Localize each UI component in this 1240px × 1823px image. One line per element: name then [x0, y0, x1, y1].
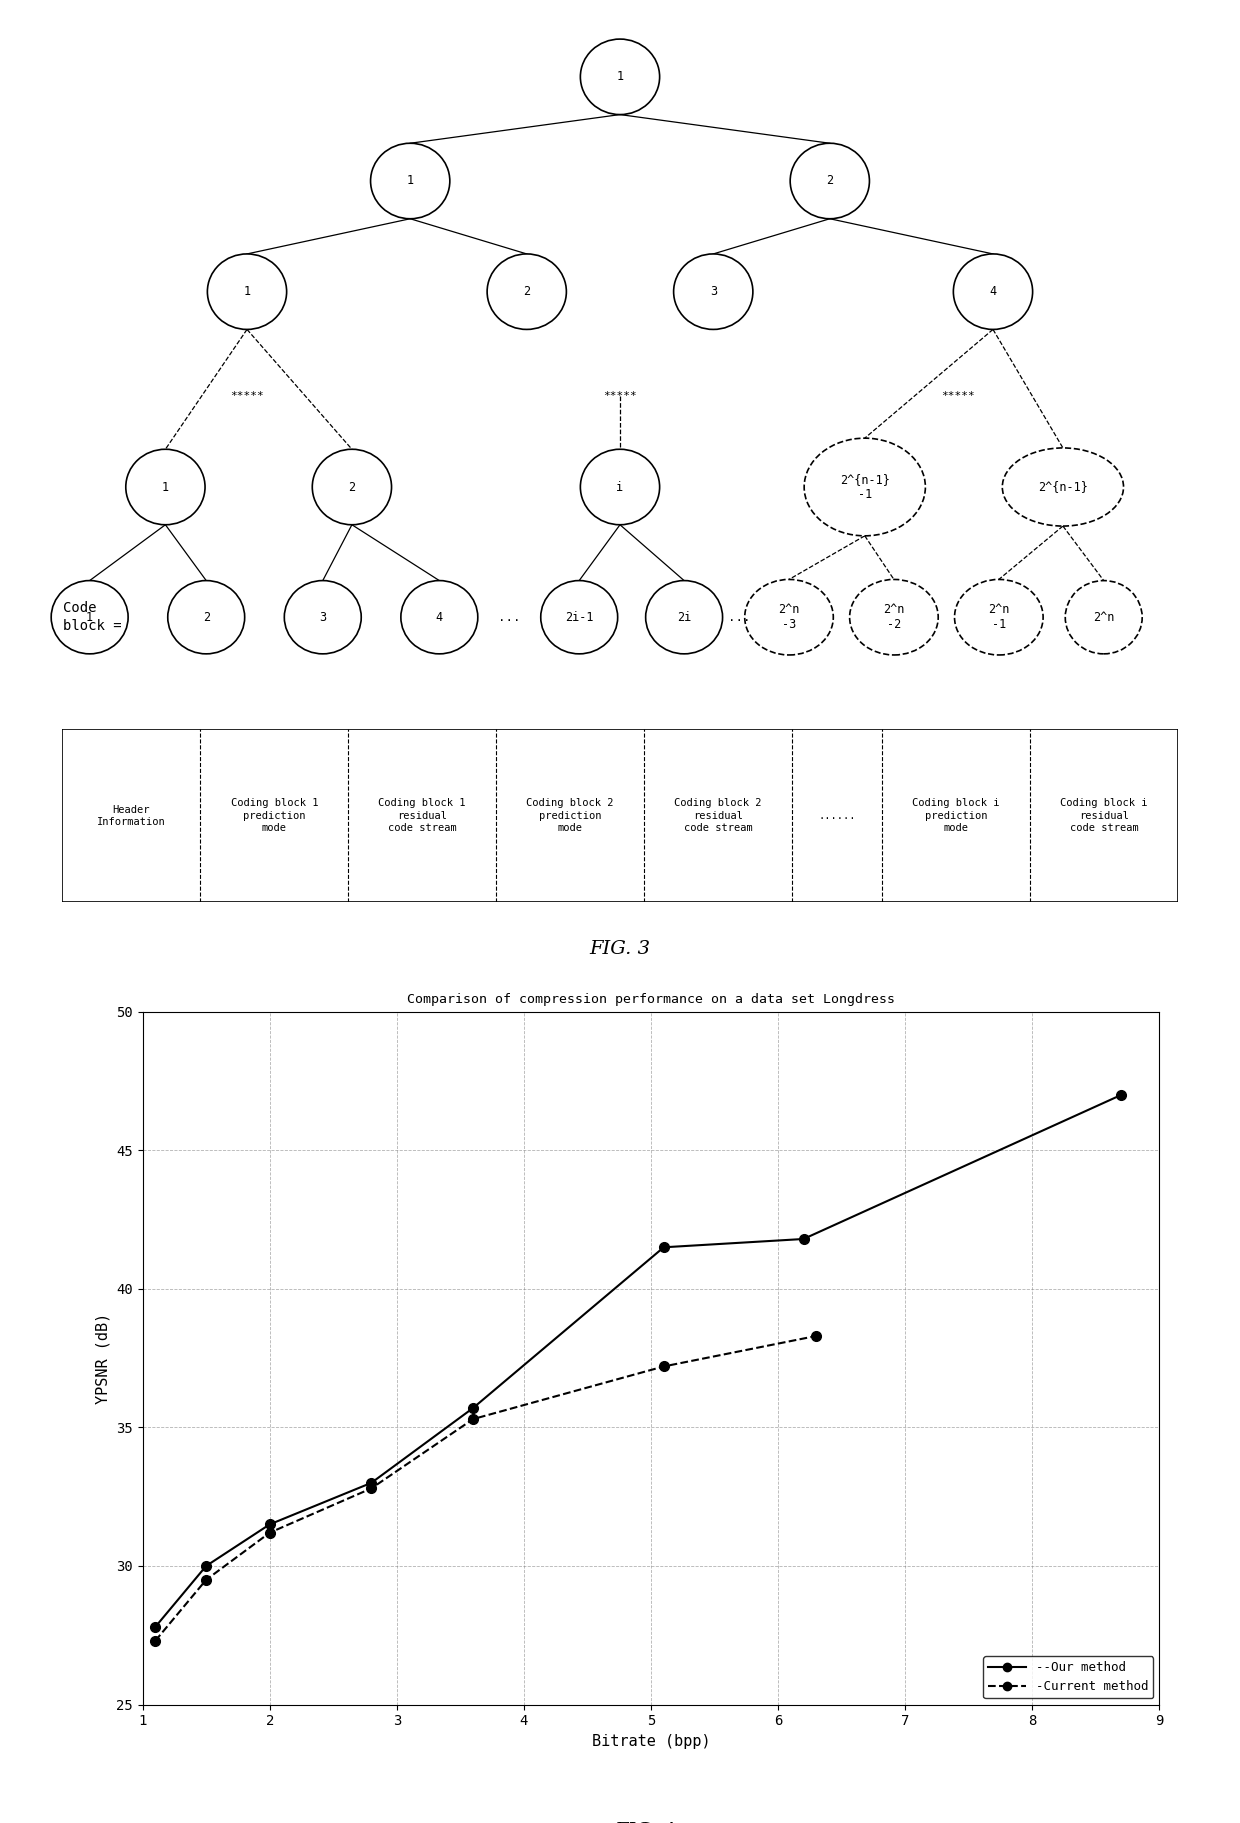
Ellipse shape [646, 580, 723, 654]
Text: 2^n
-2: 2^n -2 [883, 603, 905, 631]
Ellipse shape [207, 253, 286, 330]
Text: Coding block 1
residual
code stream: Coding block 1 residual code stream [378, 798, 466, 833]
Text: Coding block i
prediction
mode: Coding block i prediction mode [913, 798, 999, 833]
Ellipse shape [673, 253, 753, 330]
-Current method [148, 1630, 162, 1652]
--Our method [796, 1229, 811, 1251]
Ellipse shape [487, 253, 567, 330]
Text: 1: 1 [162, 481, 169, 494]
-Current method [465, 1407, 480, 1429]
--Our method [198, 1555, 213, 1577]
Text: 1: 1 [407, 175, 414, 188]
Ellipse shape [312, 448, 392, 525]
-Current method [656, 1356, 671, 1378]
Text: *****: ***** [941, 390, 975, 401]
Ellipse shape [1065, 580, 1142, 654]
Text: 1: 1 [86, 611, 93, 623]
-Current method [263, 1522, 278, 1544]
Text: 2^n
-3: 2^n -3 [779, 603, 800, 631]
Text: 4: 4 [435, 611, 443, 623]
Ellipse shape [580, 38, 660, 115]
Ellipse shape [745, 580, 833, 654]
Text: 2^n
-1: 2^n -1 [988, 603, 1009, 631]
-Current method [198, 1570, 213, 1591]
--Our method [1114, 1085, 1128, 1107]
Text: Header
Information: Header Information [97, 804, 165, 828]
Ellipse shape [284, 580, 361, 654]
Text: Code
block =: Code block = [63, 602, 122, 633]
Text: 2: 2 [202, 611, 210, 623]
-Current method [808, 1325, 823, 1347]
Text: *****: ***** [603, 390, 637, 401]
Text: 2^{n-1}
-1: 2^{n-1} -1 [839, 472, 890, 501]
--Our method [363, 1471, 378, 1493]
--Our method [465, 1396, 480, 1418]
Text: FIG. 2: FIG. 2 [589, 736, 651, 755]
-Current method [363, 1477, 378, 1499]
Ellipse shape [790, 144, 869, 219]
Ellipse shape [125, 448, 205, 525]
Text: 2: 2 [348, 481, 356, 494]
Text: 2^n: 2^n [1092, 611, 1115, 623]
Line: --Our method: --Our method [150, 1090, 1126, 1632]
Ellipse shape [541, 580, 618, 654]
Ellipse shape [371, 144, 450, 219]
--Our method [656, 1236, 671, 1258]
Ellipse shape [954, 253, 1033, 330]
Text: 1: 1 [243, 284, 250, 299]
Text: 2i-1: 2i-1 [565, 611, 594, 623]
Ellipse shape [805, 438, 925, 536]
Text: 3: 3 [319, 611, 326, 623]
Text: ......: ...... [818, 811, 856, 820]
Text: 2i: 2i [677, 611, 691, 623]
Ellipse shape [955, 580, 1043, 654]
Text: Coding block 2
residual
code stream: Coding block 2 residual code stream [675, 798, 761, 833]
--Our method [263, 1513, 278, 1535]
Text: 2^{n-1}: 2^{n-1} [1038, 481, 1087, 494]
Text: 1: 1 [616, 71, 624, 84]
Text: *****: ***** [231, 390, 264, 401]
Ellipse shape [849, 580, 939, 654]
Text: 3: 3 [709, 284, 717, 299]
Text: ...: ... [728, 611, 750, 623]
Legend: --Our method, -Current method: --Our method, -Current method [983, 1655, 1153, 1699]
Text: FIG. 3: FIG. 3 [589, 941, 651, 959]
Ellipse shape [167, 580, 244, 654]
Text: ...: ... [498, 611, 521, 623]
Text: i: i [616, 481, 624, 494]
Ellipse shape [401, 580, 477, 654]
Y-axis label: YPSNR (dB): YPSNR (dB) [95, 1313, 110, 1404]
Line: -Current method: -Current method [150, 1331, 821, 1646]
Text: Coding block i
residual
code stream: Coding block i residual code stream [1060, 798, 1148, 833]
Text: 2: 2 [826, 175, 833, 188]
Ellipse shape [1002, 448, 1123, 527]
Ellipse shape [51, 580, 128, 654]
Text: Coding block 1
prediction
mode: Coding block 1 prediction mode [231, 798, 317, 833]
--Our method [148, 1615, 162, 1637]
X-axis label: Bitrate (bpp): Bitrate (bpp) [591, 1734, 711, 1748]
Ellipse shape [580, 448, 660, 525]
Text: Coding block 2
prediction
mode: Coding block 2 prediction mode [526, 798, 614, 833]
Text: 2: 2 [523, 284, 531, 299]
Title: Comparison of compression performance on a data set Longdress: Comparison of compression performance on… [407, 994, 895, 1006]
Text: 4: 4 [990, 284, 997, 299]
